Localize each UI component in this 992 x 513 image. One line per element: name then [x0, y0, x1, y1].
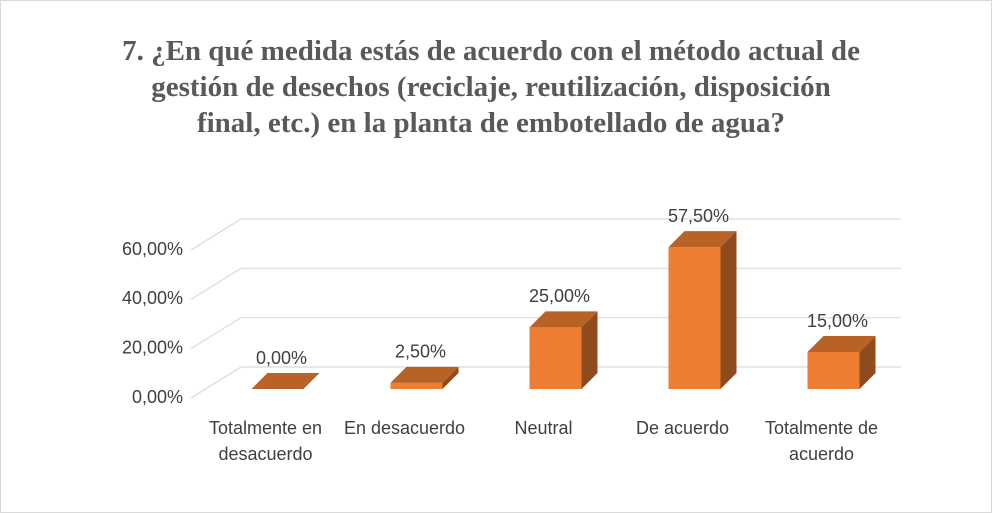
data-label: 15,00% [807, 311, 868, 331]
x-tick-label: Totalmente en desacuerdo [208, 418, 323, 464]
bar-top [529, 311, 598, 328]
bar-side [442, 366, 459, 389]
bar-side [581, 311, 598, 389]
y-tick-label: 60,00% [122, 239, 183, 259]
bar-top [668, 231, 737, 248]
bar-front [529, 327, 582, 389]
bar [807, 336, 876, 389]
x-tick-label: En desacuerdo [343, 418, 466, 438]
bar-front [807, 352, 860, 389]
y-tick-label: 40,00% [122, 288, 183, 308]
bar-top [390, 366, 459, 383]
bar-front [668, 247, 721, 389]
bar [251, 373, 320, 389]
bar-top [807, 336, 876, 352]
bar-side [859, 336, 876, 389]
grid-line [190, 218, 901, 251]
x-tick-label: De acuerdo [635, 418, 730, 438]
y-tick-label: 20,00% [122, 337, 183, 357]
chart-title: 7. ¿En qué medida estás de acuerdo con e… [122, 35, 860, 139]
y-tick-label: 0,00% [132, 387, 183, 407]
bar [668, 231, 737, 389]
bar [529, 311, 598, 389]
data-label: 57,50% [668, 206, 729, 226]
data-label: 2,50% [395, 342, 446, 362]
x-tick-label: Totalmente de acuerdo [764, 418, 879, 464]
bar-top [251, 373, 320, 389]
bar-side [720, 231, 737, 389]
data-label: 25,00% [529, 286, 590, 306]
bar-front [390, 382, 443, 389]
data-label: 0,00% [256, 348, 307, 368]
x-tick-label: Neutral [514, 418, 573, 438]
bar [390, 366, 459, 389]
